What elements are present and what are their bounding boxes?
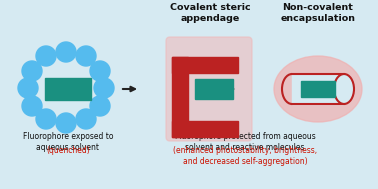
Circle shape bbox=[76, 46, 96, 66]
Text: Covalent steric
appendage: Covalent steric appendage bbox=[170, 3, 250, 23]
Circle shape bbox=[22, 96, 42, 116]
Text: Fluorophore exposed to
aqueous solvent: Fluorophore exposed to aqueous solvent bbox=[23, 132, 113, 152]
Bar bbox=[195, 79, 233, 99]
Circle shape bbox=[76, 109, 96, 129]
Circle shape bbox=[22, 61, 42, 81]
Text: Non-covalent
encapsulation: Non-covalent encapsulation bbox=[280, 3, 355, 23]
Ellipse shape bbox=[334, 74, 354, 104]
Circle shape bbox=[56, 42, 76, 62]
Circle shape bbox=[56, 113, 76, 133]
Circle shape bbox=[36, 109, 56, 129]
Bar bbox=[301, 81, 335, 97]
Bar bbox=[172, 57, 238, 73]
Bar bbox=[172, 57, 188, 137]
Bar bbox=[172, 121, 238, 137]
Circle shape bbox=[90, 61, 110, 81]
Text: (quenched): (quenched) bbox=[46, 146, 90, 155]
Text: Fluorophore protected from aqueous
solvent and reactive molecules: Fluorophore protected from aqueous solve… bbox=[175, 132, 315, 152]
Circle shape bbox=[90, 96, 110, 116]
Circle shape bbox=[94, 78, 114, 98]
Ellipse shape bbox=[274, 56, 362, 122]
Text: (enhanced photostability, brightness,
and decreased self-aggregation): (enhanced photostability, brightness, an… bbox=[173, 146, 317, 166]
FancyBboxPatch shape bbox=[166, 37, 252, 141]
Bar bbox=[45, 78, 91, 100]
Circle shape bbox=[36, 46, 56, 66]
Bar bbox=[292, 74, 344, 104]
Circle shape bbox=[18, 78, 38, 98]
